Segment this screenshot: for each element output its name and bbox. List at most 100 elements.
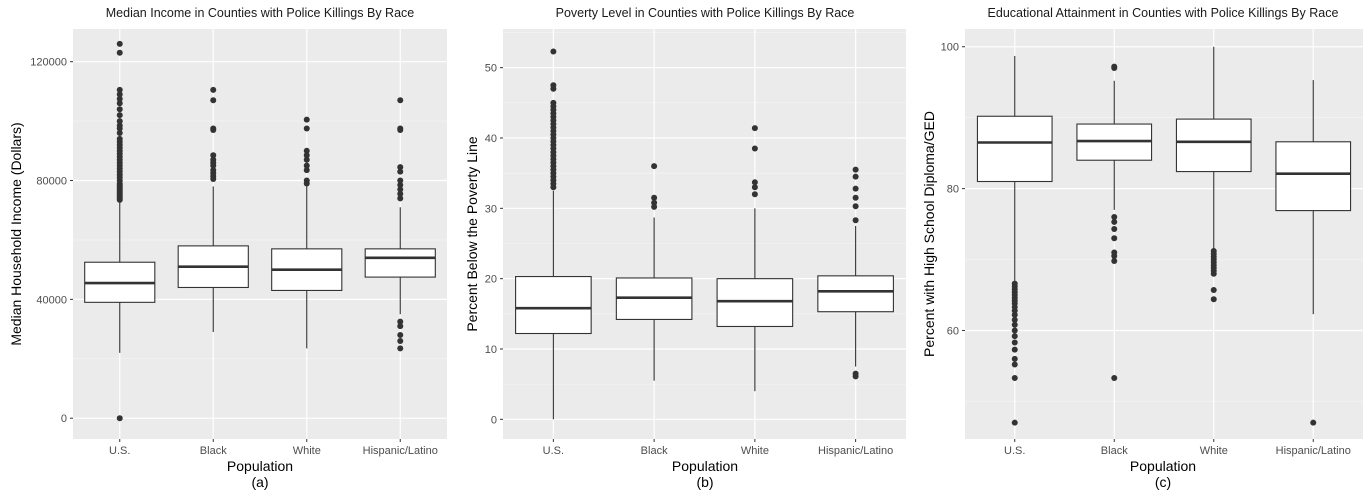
outlier-point — [1011, 321, 1018, 328]
outlier-point — [550, 82, 557, 89]
iqr-box — [976, 115, 1053, 183]
outlier-point — [116, 135, 123, 142]
x-tick-label-hispanic-latino: Hispanic/Latino — [363, 445, 438, 457]
outlier-point — [1111, 374, 1118, 381]
outlier-point — [852, 173, 859, 180]
panel-a-y-ticks: 0 40000 80000 120000 — [30, 57, 73, 425]
box-u-s — [976, 55, 1053, 426]
outlier-point — [1310, 419, 1317, 426]
outlier-point — [852, 194, 859, 201]
outlier-point — [397, 332, 404, 339]
outlier-point — [1111, 218, 1118, 225]
panel-b-y-ticks: 0 10 20 30 40 50 — [485, 63, 503, 426]
outlier-point — [116, 100, 123, 107]
outlier-point — [852, 185, 859, 192]
outlier-point — [116, 129, 123, 136]
panel-b-boxes — [515, 48, 894, 420]
outlier-point — [303, 156, 310, 163]
outlier-point — [210, 152, 217, 159]
outlier-point — [1210, 296, 1217, 303]
outlier-point — [397, 97, 404, 104]
panel-b-caption: (b) — [696, 474, 713, 490]
outlier-point — [397, 168, 404, 175]
panel-c-boxes — [976, 46, 1352, 426]
outlier-point — [1111, 213, 1118, 220]
outlier-point — [1111, 249, 1118, 256]
outlier-point — [550, 99, 557, 106]
outlier-point — [397, 125, 404, 132]
outlier-point — [550, 48, 557, 55]
x-tick-label-u-s: U.S. — [1004, 445, 1025, 457]
panel-a-x-axis-title: Population — [227, 458, 293, 474]
box-hispanic-latino — [817, 166, 894, 380]
outlier-point — [397, 323, 404, 330]
iqr-box — [1275, 141, 1352, 212]
x-tick-label-black: Black — [641, 445, 668, 457]
outlier-point — [303, 147, 310, 154]
box-black — [1076, 63, 1153, 381]
outlier-point — [852, 166, 859, 173]
panel-b-x-axis-title: Population — [672, 458, 738, 474]
panel-c: Educational Attainment in Counties with … — [921, 6, 1363, 490]
outlier-point — [116, 86, 123, 93]
panel-a-x-ticks: U.S. Black White Hispanic/Latino — [109, 439, 438, 457]
outlier-point — [397, 186, 404, 193]
outlier-point — [751, 179, 758, 186]
x-tick-label-white: White — [741, 445, 769, 457]
outlier-point — [303, 177, 310, 184]
x-tick-label-u-s: U.S. — [109, 445, 130, 457]
x-tick-label-black: Black — [1101, 445, 1128, 457]
outlier-point — [1111, 226, 1118, 233]
outlier-point — [852, 217, 859, 224]
y-tick-label: 120000 — [30, 57, 67, 69]
y-tick-label: 0 — [61, 413, 67, 425]
outlier-point — [397, 318, 404, 325]
y-tick-label: 0 — [491, 414, 497, 426]
outlier-point — [116, 106, 123, 113]
panel-b-y-axis-title: Percent Below the Poverty Line — [464, 136, 480, 332]
box-hispanic-latino — [1275, 80, 1352, 426]
box-white — [1175, 46, 1252, 303]
outlier-point — [210, 167, 217, 174]
outlier-point — [1210, 248, 1217, 255]
box-black — [177, 86, 249, 333]
outlier-point — [1011, 316, 1018, 323]
panel-c-x-ticks: U.S. Black White Hispanic/Latino — [1004, 439, 1351, 457]
outlier-point — [852, 203, 859, 210]
iqr-box — [364, 248, 436, 278]
outlier-point — [116, 91, 123, 98]
outlier-point — [651, 203, 658, 210]
outlier-point — [852, 370, 859, 377]
x-tick-label-hispanic-latino: Hispanic/Latino — [818, 445, 893, 457]
outlier-point — [651, 194, 658, 201]
outlier-point — [1210, 287, 1217, 294]
panel-c-caption: (c) — [1155, 474, 1171, 490]
outlier-point — [210, 97, 217, 104]
y-tick-label: 50 — [485, 63, 497, 75]
y-tick-label: 40000 — [36, 294, 67, 306]
iqr-box — [817, 275, 894, 313]
x-tick-label-white: White — [1200, 445, 1228, 457]
outlier-point — [651, 163, 658, 170]
outlier-point — [1011, 374, 1018, 381]
outlier-point — [116, 415, 123, 422]
outlier-point — [1111, 235, 1118, 242]
outlier-point — [397, 345, 404, 352]
outlier-point — [1011, 361, 1018, 368]
outlier-point — [751, 184, 758, 191]
panel-a-boxes — [84, 40, 436, 422]
outlier-point — [397, 337, 404, 344]
outlier-point — [303, 125, 310, 132]
panel-a-caption: (a) — [251, 474, 268, 490]
outlier-point — [397, 181, 404, 188]
panel-c-y-ticks: 60 80 100 — [941, 42, 965, 337]
outlier-point — [303, 162, 310, 169]
panel-b-plot-background — [503, 29, 906, 439]
outlier-point — [1011, 339, 1018, 346]
y-tick-label: 30 — [485, 203, 497, 215]
panel-b-title: Poverty Level in Counties with Police Ki… — [556, 6, 855, 20]
outlier-point — [397, 190, 404, 197]
outlier-point — [397, 164, 404, 171]
panel-a-y-axis-title: Median Household Income (Dollars) — [8, 122, 24, 345]
outlier-point — [751, 125, 758, 132]
